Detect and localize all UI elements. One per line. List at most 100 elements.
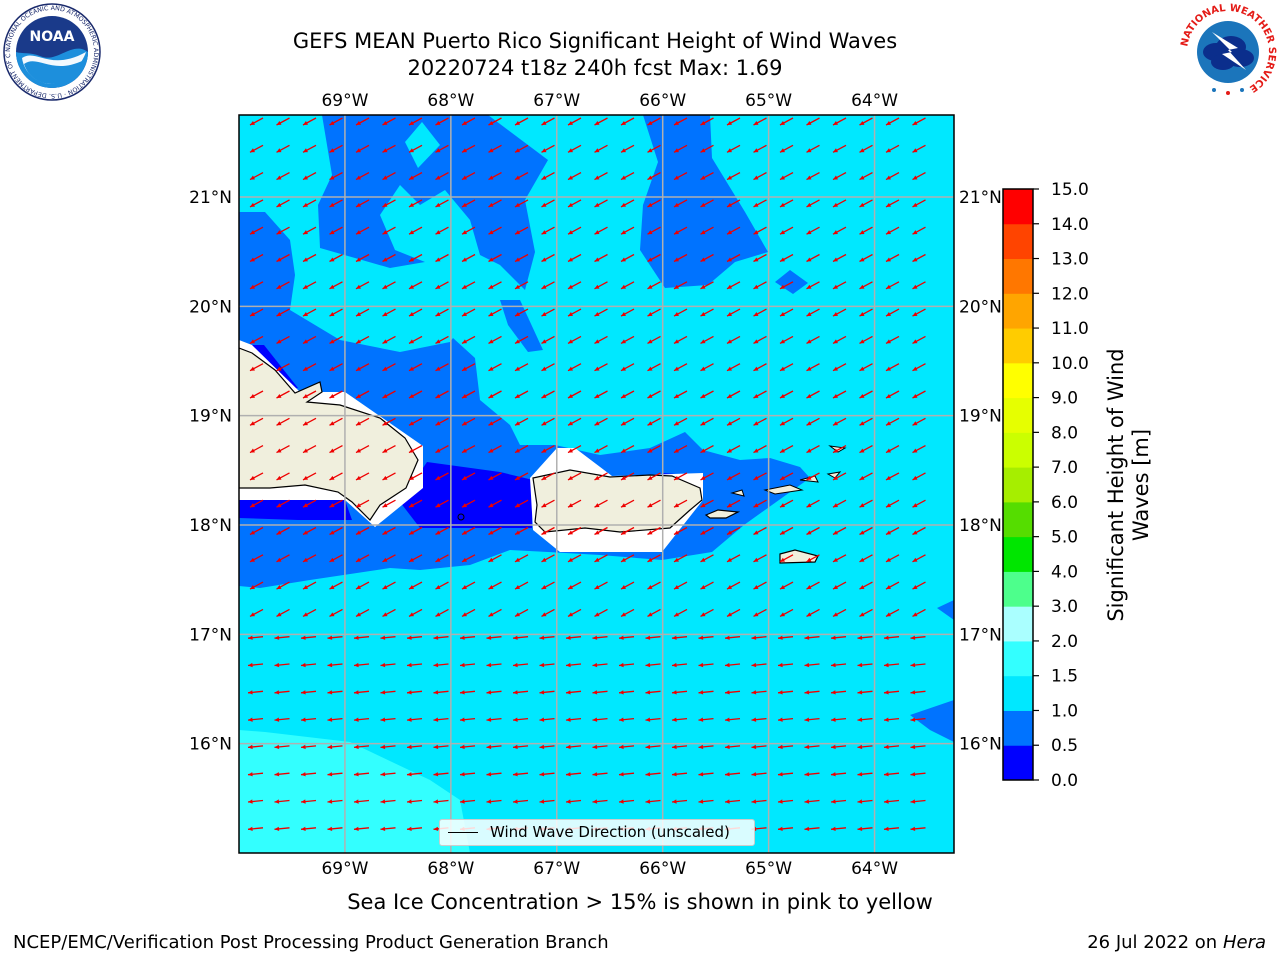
wind-arrow xyxy=(302,499,317,508)
wind-arrow xyxy=(806,390,820,399)
wind-arrow xyxy=(726,390,741,399)
wind-arrow xyxy=(751,717,767,722)
wind-arrow xyxy=(912,172,926,181)
wind-arrow xyxy=(832,445,847,454)
wind-arrow xyxy=(327,744,343,750)
wind-arrow xyxy=(830,690,847,695)
wind-arrow xyxy=(726,226,741,235)
generation-date: 26 Jul 2022 on Hera xyxy=(1087,932,1266,953)
wind-arrow xyxy=(594,308,608,317)
wind-arrow xyxy=(885,172,900,181)
colorbar-swatch xyxy=(1003,189,1033,225)
wind-arrow xyxy=(382,117,396,126)
wind-arrow xyxy=(353,772,370,777)
wind-arrow xyxy=(382,445,396,454)
wind-arrow xyxy=(912,608,926,617)
wind-arrow xyxy=(302,226,317,235)
wind-arrow xyxy=(910,635,926,640)
wind-arrow xyxy=(859,608,873,617)
wind-arrow xyxy=(830,826,847,832)
colorbar-swatch xyxy=(1003,328,1033,364)
wind-arrow xyxy=(779,526,794,536)
wind-arrow xyxy=(514,281,529,290)
colorbar-title: Significant Height of Wind Waves [m] xyxy=(1104,348,1153,622)
wind-arrow xyxy=(700,608,714,617)
wind-arrow xyxy=(355,117,370,126)
lon-tick-label-top: 64°W xyxy=(851,91,898,111)
wind-arrow xyxy=(459,772,476,777)
wind-arrow xyxy=(276,445,290,454)
wind-arrow xyxy=(355,335,370,344)
wind-arrow xyxy=(912,581,926,590)
wind-arrow xyxy=(541,117,555,126)
wind-arrow xyxy=(912,390,926,399)
wind-arrow xyxy=(274,744,290,750)
wind-arrow xyxy=(327,662,343,668)
wind-arrow xyxy=(912,499,926,508)
wind-arrow xyxy=(355,554,370,563)
wind-arrow xyxy=(539,690,555,695)
wind-arrow xyxy=(382,390,396,399)
wind-arrow xyxy=(249,253,264,263)
lat-tick-label-right: 17°N xyxy=(959,625,1002,645)
wind-arrow xyxy=(353,826,370,832)
wind-arrow xyxy=(594,417,608,426)
wind-arrow xyxy=(832,608,847,617)
wind-arrow xyxy=(885,417,900,426)
wind-arrow xyxy=(594,390,608,399)
wind-arrow xyxy=(753,499,767,508)
wind-arrow xyxy=(329,117,343,126)
sea-ice-note: Sea Ice Concentration > 15% is shown in … xyxy=(347,890,933,914)
colorbar-swatch xyxy=(1003,745,1033,781)
wind-arrow xyxy=(406,717,423,722)
wind-arrow xyxy=(910,772,926,777)
colorbar-tick-label: 5.0 xyxy=(1051,528,1078,548)
wind-arrow xyxy=(753,445,767,454)
lon-tick-label-bottom: 67°W xyxy=(533,859,580,879)
wind-arrow xyxy=(408,445,423,454)
wind-arrow xyxy=(329,363,343,372)
wind-arrow xyxy=(912,144,926,153)
land-st-martin xyxy=(826,471,842,479)
wind-arrow xyxy=(647,390,661,399)
colorbar-tick-label: 8.0 xyxy=(1051,423,1078,443)
wind-arrow xyxy=(247,772,264,777)
wind-arrow xyxy=(700,199,714,208)
wind-arrow xyxy=(647,363,661,372)
wind-arrow xyxy=(594,472,608,481)
wind-arrow xyxy=(435,499,449,508)
lon-tick-label-top: 68°W xyxy=(427,91,474,111)
wind-arrow xyxy=(433,662,449,668)
wind-arrow xyxy=(274,690,290,695)
wind-arrow xyxy=(486,662,502,668)
wind-arrow xyxy=(804,772,820,777)
wind-arrow xyxy=(302,445,317,454)
wind-arrow xyxy=(700,335,714,344)
wind-arrow xyxy=(565,799,582,804)
wind-arrow xyxy=(885,363,900,372)
wind-arrow xyxy=(753,363,767,372)
colorbar-tick-label: 4.0 xyxy=(1051,562,1078,582)
wind-arrow xyxy=(698,744,714,750)
wind-arrow xyxy=(355,144,370,153)
wind-arrow xyxy=(594,581,608,590)
wind-arrow xyxy=(514,554,529,563)
wind-arrow xyxy=(885,308,900,317)
wind-arrow xyxy=(329,172,343,181)
wind-arrow xyxy=(859,445,873,454)
wind-arrow xyxy=(594,445,608,454)
wind-arrow xyxy=(671,717,688,722)
wind-arrow xyxy=(673,417,688,426)
wind-arrow xyxy=(249,117,264,126)
wind-arrow xyxy=(408,363,423,372)
wind-arrow xyxy=(885,526,900,536)
wind-arrow xyxy=(512,744,529,750)
wind-arrow xyxy=(408,417,423,426)
wind-arrow xyxy=(353,717,370,722)
wind-arrow xyxy=(512,635,529,640)
wind-arrow xyxy=(779,608,794,617)
wind-arrow xyxy=(514,172,529,181)
wind-arrow xyxy=(276,226,290,235)
colorbar-swatch xyxy=(1003,501,1033,538)
wind-arrow xyxy=(300,635,317,640)
